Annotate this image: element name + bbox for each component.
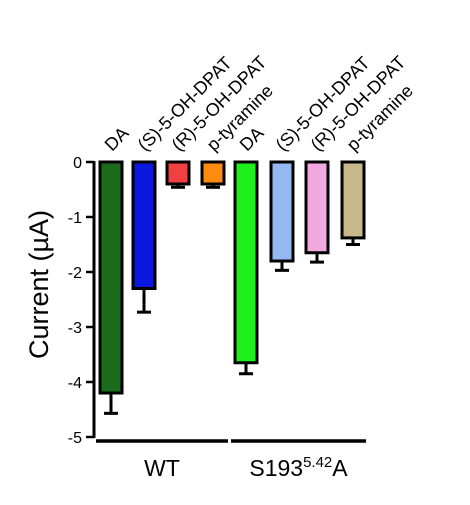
bar-7 [340, 160, 366, 240]
bar-5 [269, 160, 295, 263]
category-label-0: DA [101, 123, 133, 155]
bar-2 [165, 160, 191, 186]
bar-0 [98, 160, 124, 395]
y-tick-label-0: 0 [73, 155, 82, 172]
y-tick-label-4: -4 [68, 375, 82, 392]
bar-3 [200, 160, 226, 186]
group-label-0: WT [144, 455, 180, 481]
y-axis-label: Current (µA) [24, 210, 54, 359]
y-tick-label-2: -2 [68, 265, 82, 282]
group-label-1: S1935.42A [249, 454, 348, 481]
y-tick-label-5: -5 [68, 430, 82, 447]
y-tick-label-3: -3 [68, 320, 82, 337]
bar-6 [304, 160, 330, 255]
y-tick-label-1: -1 [68, 210, 82, 227]
bar-1 [131, 160, 157, 290]
bar-4 [233, 160, 259, 365]
